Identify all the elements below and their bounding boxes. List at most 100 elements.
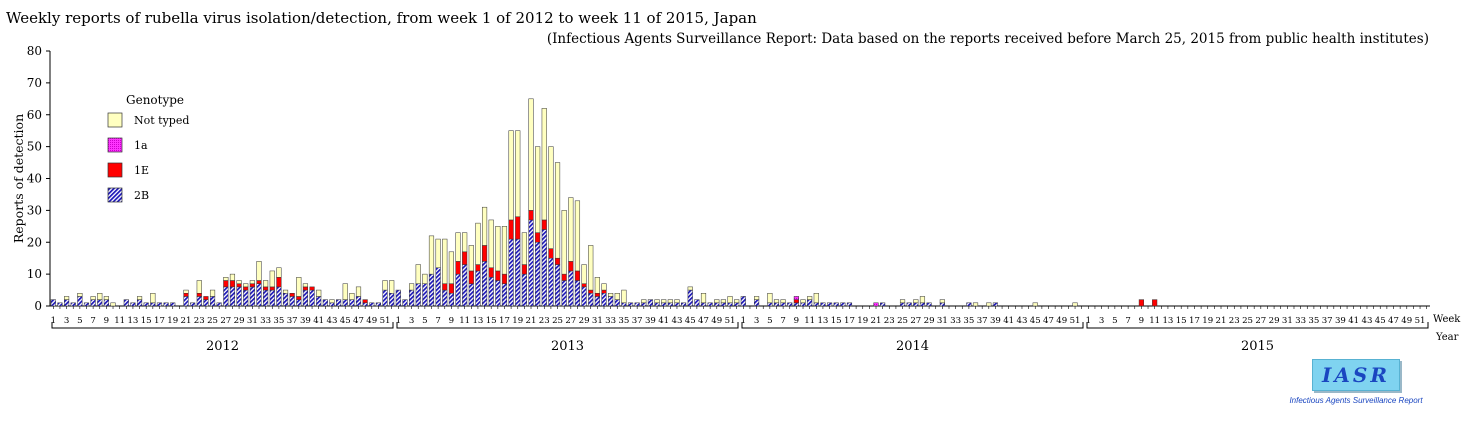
- x-tick-label: 5: [422, 316, 427, 326]
- x-tick-label: 1: [1086, 316, 1091, 326]
- bar-2b: [422, 283, 428, 307]
- y-tick-label: 60: [27, 108, 42, 122]
- bar-2b: [130, 302, 136, 307]
- x-tick-label: 41: [658, 316, 669, 326]
- x-tick-label: 49: [1056, 316, 1067, 326]
- x-tick-label: 5: [77, 316, 82, 326]
- x-tick-label: 31: [247, 316, 258, 326]
- bar-2b: [136, 299, 143, 307]
- x-tick-label: 43: [1017, 316, 1028, 326]
- bar-1e: [256, 280, 262, 284]
- bar-1e: [594, 293, 600, 297]
- bar-2b: [83, 302, 90, 307]
- bar-2b: [302, 289, 309, 307]
- bar-2b: [256, 283, 262, 307]
- x-tick-label: 11: [1149, 316, 1160, 326]
- bar-not-typed: [919, 296, 926, 304]
- x-tick-label: 7: [90, 316, 95, 326]
- bar-not-typed: [568, 197, 574, 262]
- legend-swatch-1e: [107, 162, 123, 178]
- bar-not-typed: [588, 245, 594, 291]
- bar-2b: [243, 289, 249, 307]
- bar-not-typed: [754, 296, 760, 300]
- bar-not-typed: [97, 293, 103, 300]
- bar-2b: [846, 302, 853, 307]
- bar-not-typed: [1032, 302, 1038, 307]
- bar-2b: [840, 302, 846, 307]
- x-tick-label: 13: [817, 316, 828, 326]
- bar-2b: [123, 299, 129, 307]
- bar-not-typed: [349, 293, 355, 300]
- bar-not-typed: [415, 264, 421, 284]
- bar-2b: [375, 302, 381, 307]
- x-tick-label: 11: [804, 316, 815, 326]
- bar-not-typed: [296, 277, 302, 297]
- bar-2b: [163, 302, 169, 307]
- x-tick-label: 33: [605, 316, 616, 326]
- bar-not-typed: [548, 146, 554, 249]
- bar-2b: [103, 299, 109, 307]
- bar-not-typed: [236, 280, 242, 284]
- bar-2b: [289, 296, 295, 307]
- x-tick-label: 31: [1282, 316, 1293, 326]
- bar-1e: [249, 283, 255, 288]
- x-tick-label: 31: [592, 316, 603, 326]
- x-tick-label: 27: [220, 316, 231, 326]
- bar-2b: [899, 302, 906, 307]
- bar-1e: [475, 264, 481, 272]
- x-tick-label: 51: [1070, 316, 1081, 326]
- bar-not-typed: [249, 280, 255, 284]
- bar-1e: [574, 270, 581, 281]
- bar-not-typed: [448, 251, 454, 284]
- bar-2b: [336, 299, 342, 307]
- x-tick-label: 49: [1401, 316, 1412, 326]
- x-tick-label: 31: [937, 316, 948, 326]
- bar-2b: [674, 302, 680, 307]
- bar-not-typed: [561, 210, 567, 275]
- bar-2b: [143, 302, 149, 307]
- x-tick-label: 17: [1189, 316, 1200, 326]
- bar-2b: [714, 302, 720, 307]
- x-tick-label: 19: [857, 316, 868, 326]
- bar-2b: [276, 286, 282, 307]
- bar-2b: [382, 289, 388, 307]
- bar-1e: [462, 251, 468, 265]
- bar-2b: [554, 264, 561, 307]
- bar-2b: [296, 299, 302, 307]
- bar-2b: [919, 302, 926, 307]
- x-tick-label: 19: [1202, 316, 1213, 326]
- iasr-logo-text: IASR: [1322, 363, 1390, 387]
- bar-not-typed: [528, 98, 534, 211]
- x-tick-label: 23: [884, 316, 895, 326]
- year-bracket: [396, 322, 739, 329]
- bar-2b: [442, 289, 448, 307]
- bar-2b: [90, 299, 96, 307]
- bar-2b: [322, 299, 328, 307]
- bar-1e: [508, 219, 514, 240]
- bar-1e: [243, 286, 249, 291]
- bar-2b: [462, 264, 468, 307]
- x-axis-year-label: Year: [1435, 332, 1459, 343]
- x-tick-label: 21: [181, 316, 192, 326]
- y-axis-label: Reports of detection: [11, 114, 26, 243]
- bar-not-typed: [594, 277, 600, 294]
- bar-1e: [1152, 299, 1158, 307]
- bar-not-typed: [641, 299, 647, 304]
- bar-2b: [329, 302, 335, 307]
- bar-not-typed: [455, 232, 461, 262]
- x-tick-label: 25: [897, 316, 908, 326]
- bar-not-typed: [422, 273, 428, 284]
- x-tick-label: 51: [1415, 316, 1426, 326]
- bar-1e: [302, 286, 309, 291]
- legend-label-1a: 1a: [134, 139, 148, 152]
- bar-2b: [687, 289, 693, 307]
- bar-2b: [627, 302, 634, 307]
- bar-1e: [455, 261, 461, 275]
- bar-1e: [309, 286, 315, 291]
- x-tick-label: 21: [1216, 316, 1227, 326]
- bar-not-typed: [899, 299, 906, 304]
- bar-2b: [913, 302, 919, 307]
- bar-not-typed: [243, 283, 249, 288]
- year-label: 2012: [206, 339, 239, 354]
- bar-1e: [223, 280, 229, 288]
